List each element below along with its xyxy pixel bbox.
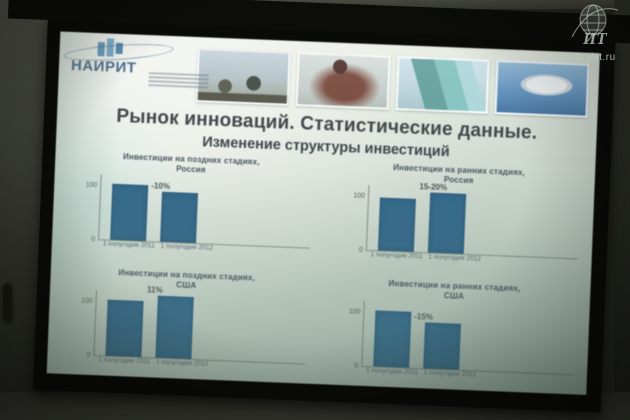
plot-area: -10%	[98, 174, 313, 249]
bar-2011	[110, 183, 149, 242]
y-tick-100: 100	[353, 192, 366, 200]
chart-plot: 100 0 15-20%	[353, 181, 581, 260]
y-tick-0: 0	[358, 246, 363, 254]
bar-2012	[423, 321, 461, 370]
chart-early-stage-usa: Инвестиции на ранних стадиях, США 100 0 …	[326, 277, 578, 395]
plot-area: 11%	[93, 285, 308, 365]
nairit-logo-text: НАИРИТ	[70, 56, 137, 77]
chart-region: США	[176, 280, 197, 291]
charts-grid: Инвестиции на поздних стадиях, Россия 10…	[47, 149, 596, 394]
vlvt-globe-icon: ИТ	[571, 4, 619, 48]
people-embrace-photo	[295, 52, 391, 110]
y-tick-100: 100	[80, 297, 93, 306]
y-tick-0: 0	[86, 351, 91, 359]
satellite-dish-photo	[494, 60, 590, 118]
header-photo-strip	[190, 46, 590, 118]
bar-2012	[427, 192, 467, 254]
tv-watermark: ИТ © vlvt.ru	[566, 3, 624, 63]
projector-screen: НАИРИТ Рынок инноваций. Статистические д…	[7, 0, 630, 413]
y-tick-0: 0	[354, 362, 359, 370]
plot-area: -15%	[361, 300, 576, 376]
logo-tagline-lines	[148, 70, 209, 90]
chart-late-stage-russia: Инвестиции на поздних стадиях, Россия 10…	[63, 150, 315, 268]
chart-region: США	[443, 291, 465, 301]
bar-2011	[105, 299, 144, 358]
svg-text:ИТ: ИТ	[582, 29, 607, 48]
room-wall-right	[614, 0, 630, 420]
change-label: 15-20%	[419, 181, 448, 192]
y-tick-100: 100	[85, 181, 98, 190]
chart-plot: 100 0 -10%	[85, 174, 313, 249]
bar-2011	[373, 310, 412, 368]
chart-early-stage-russia: Инвестиции на ранних стадиях, Россия 100…	[331, 161, 583, 279]
chart-late-stage-usa: Инвестиции на поздних стадиях, США 100 0…	[59, 266, 311, 384]
nairit-logo: НАИРИТ	[63, 38, 209, 89]
presentation-slide: НАИРИТ Рынок инноваций. Статистические д…	[46, 31, 600, 395]
bar-2011	[377, 197, 416, 252]
change-label: -15%	[414, 311, 434, 322]
city-office-photo	[195, 48, 291, 106]
plot-area: 15-20%	[365, 181, 581, 260]
change-label: -10%	[151, 180, 171, 191]
change-label: 11%	[146, 285, 163, 295]
bar-2012	[155, 295, 194, 360]
watermark-credit: © vlvt.ru	[574, 52, 616, 63]
nairit-logo-icon	[97, 38, 191, 60]
chart-plot: 100 0 11%	[81, 285, 308, 365]
bar-2012	[160, 191, 199, 244]
wall-cable	[3, 283, 12, 321]
y-tick-0: 0	[91, 235, 96, 244]
slide-header: НАИРИТ	[58, 32, 600, 119]
chart-region: Россия	[175, 164, 206, 175]
y-tick-100: 100	[348, 308, 361, 316]
chart-region: Россия	[443, 175, 474, 186]
skyscrapers-photo	[395, 56, 490, 114]
chart-plot: 100 0 -15%	[349, 300, 576, 376]
